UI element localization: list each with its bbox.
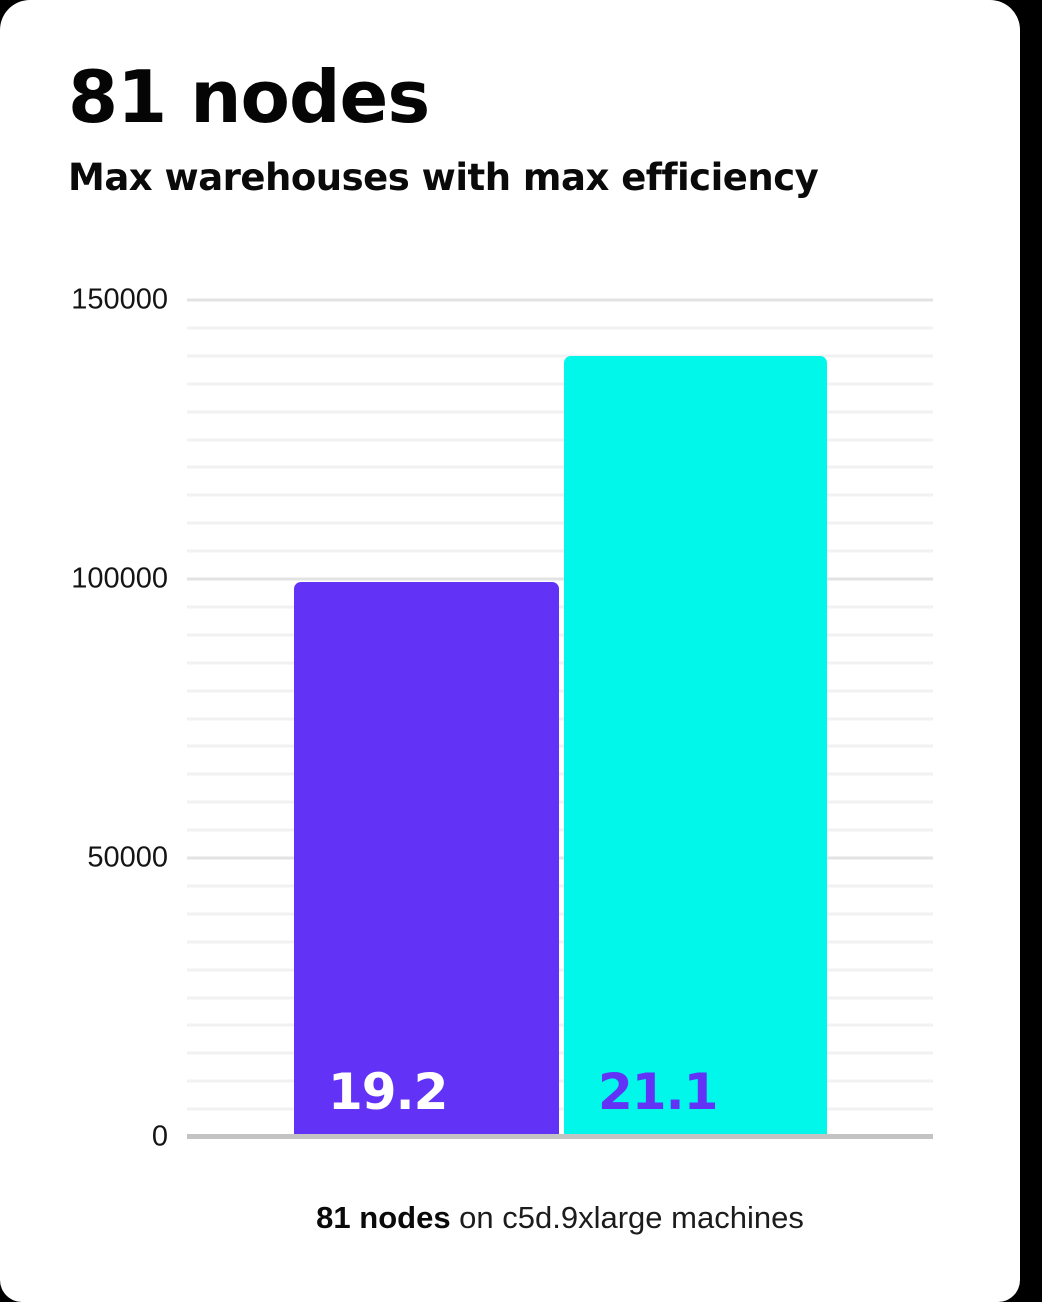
bar-purple: 19.2 [294, 581, 559, 1137]
gridline-minor [187, 912, 933, 916]
gridline-minor [187, 438, 933, 441]
y-tick-label: 0 [151, 1120, 168, 1153]
gridline-minor [187, 828, 933, 832]
gridline-minor [187, 354, 933, 358]
gridline-major [187, 577, 933, 581]
gridline-minor [187, 410, 933, 414]
gridline-minor [187, 465, 933, 469]
gridline-minor [187, 521, 933, 525]
y-tick-label: 150000 [71, 283, 168, 316]
gridline-minor [187, 1079, 933, 1083]
page-title: 81 nodes [68, 55, 430, 139]
gridline-minor [187, 940, 933, 944]
gridline-minor [187, 549, 933, 553]
gridline-minor [187, 1023, 933, 1027]
caption-regular-text: on c5d.9xlarge machines [450, 1200, 804, 1235]
bar-value-label-cyan: 21.1 [598, 1063, 718, 1121]
gridline-minor [187, 744, 933, 748]
gridline-major [187, 298, 933, 302]
page-subtitle: Max warehouses with max efficiency [68, 156, 819, 199]
bar-cyan: 21.1 [564, 356, 827, 1137]
chart-caption: 81 nodes on c5d.9xlarge machines [187, 1198, 933, 1238]
gridline-minor [187, 1107, 933, 1111]
gridline-minor [187, 996, 933, 1000]
x-axis-baseline [187, 1134, 933, 1139]
gridline-major [187, 856, 933, 860]
gridline-minor [187, 382, 933, 386]
y-tick-label: 50000 [87, 841, 168, 874]
caption-bold-text: 81 nodes [316, 1200, 451, 1235]
benchmark-card: 81 nodes Max warehouses with max efficie… [0, 0, 1020, 1302]
y-axis-labels: 0 50000 100000 150000 [0, 285, 168, 1151]
bar-value-label-purple: 19.2 [328, 1063, 448, 1121]
gridline-minor [187, 326, 933, 330]
gridline-minor [187, 689, 933, 693]
gridline-minor [187, 661, 933, 665]
y-tick-label: 100000 [71, 562, 168, 595]
gridline-minor [187, 605, 933, 609]
plot-area: 19.2 21.1 [187, 298, 933, 1139]
gridline-minor [187, 800, 933, 804]
gridline-minor [187, 968, 933, 972]
gridline-minor [187, 772, 933, 776]
gridline-minor [187, 1051, 933, 1055]
gridline-minor [187, 633, 933, 637]
gridline-minor [187, 493, 933, 497]
gridline-minor [187, 884, 933, 888]
gridline-minor [187, 717, 933, 720]
